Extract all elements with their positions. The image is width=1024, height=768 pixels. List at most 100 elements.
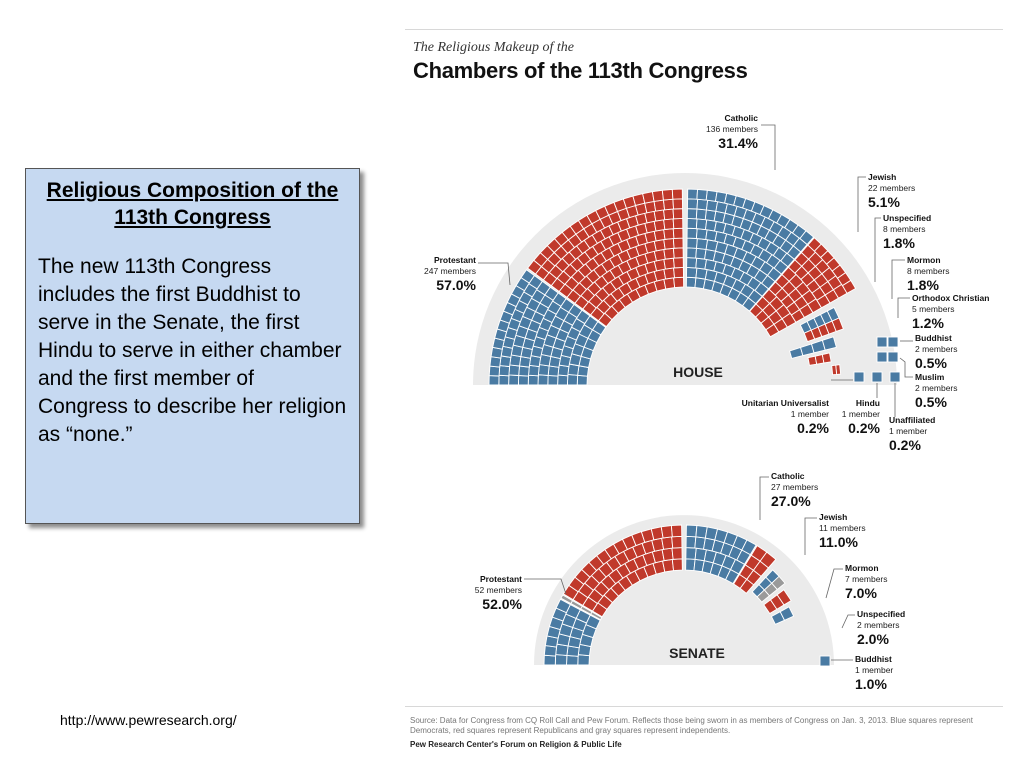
house-unspecified-leader <box>874 217 881 282</box>
house-buddhist-percent: 0.5% <box>915 355 947 371</box>
seat-cell <box>527 374 539 386</box>
house-jewish-count: 22 members <box>868 183 915 193</box>
senate-jewish-block <box>751 569 786 603</box>
house-protestant-leader <box>478 262 511 286</box>
senate-buddhist-percent: 1.0% <box>855 676 887 692</box>
seat-cell <box>687 198 699 210</box>
chart-title: Chambers of the 113th Congress <box>413 58 748 83</box>
seat-cell <box>554 654 568 666</box>
house-muslim-count: 2 members <box>915 383 958 393</box>
senate-protestant-leader <box>524 578 567 595</box>
senate-catholic-rep-block <box>733 544 777 594</box>
senate-unspecified-count: 2 members <box>857 620 900 630</box>
chart-credit: Pew Research Center's Forum on Religion … <box>410 740 622 749</box>
seat-cell <box>685 547 697 560</box>
seat-cell <box>576 374 588 386</box>
source-url[interactable]: http://www.pewresearch.org/ <box>60 712 237 728</box>
senate-catholic-dem-block <box>685 524 757 585</box>
seat-cell <box>557 374 569 386</box>
seat-cell <box>663 247 675 260</box>
seat-cell <box>673 276 685 289</box>
slide-heading: Religious Composition of the 113th Congr… <box>46 179 339 229</box>
seat-cell <box>663 257 675 270</box>
seat-cell <box>672 217 684 230</box>
seat-cell <box>696 198 709 211</box>
house-buddhist-seat <box>887 336 899 348</box>
house-mormon-name: Mormon <box>907 255 941 265</box>
top-divider <box>405 29 1003 30</box>
house-orthodox-leader <box>897 297 910 318</box>
house-unaffiliated-percent: 0.2% <box>889 437 921 453</box>
house-catholic-name: Catholic <box>724 113 758 123</box>
house-jewish-name: Jewish <box>868 172 896 182</box>
senate-mormon-count: 7 members <box>845 574 888 584</box>
seat-cell <box>841 279 857 294</box>
house-unaffiliated-seat <box>889 371 901 383</box>
senate-label: SENATE <box>669 645 725 661</box>
seat-cell <box>577 654 590 666</box>
house-jewish-percent: 5.1% <box>868 194 900 210</box>
seat-cell <box>695 208 707 221</box>
seat-cell <box>498 365 511 377</box>
house-protestant-percent: 57.0% <box>436 277 476 293</box>
senate-mormon-percent: 7.0% <box>845 585 877 601</box>
seat-cell <box>508 364 520 376</box>
seat-cell <box>779 606 795 621</box>
seat-cell <box>673 266 684 279</box>
chart-subtitle: The Religious Makeup of the <box>413 40 574 55</box>
seat-cell <box>821 352 832 364</box>
senate-protestant-rep-block <box>562 524 683 618</box>
seat-cell <box>653 199 666 212</box>
seat-cell <box>520 269 535 284</box>
seat-cell <box>776 589 792 606</box>
house-protestant-name: Protestant <box>434 255 476 265</box>
seat-cell <box>488 365 501 377</box>
house-catholic-leader <box>761 124 776 170</box>
house-unitarian-seat <box>853 371 865 383</box>
seat-cell <box>560 594 574 605</box>
senate-protestant-percent: 52.0% <box>482 596 522 612</box>
house-muslim-name: Muslim <box>915 372 945 382</box>
house-catholic-percent: 31.4% <box>718 135 758 151</box>
seat-cell <box>671 188 683 200</box>
house-protestant-dem-block <box>488 269 607 386</box>
seat-cell <box>653 219 666 232</box>
seat-cell <box>672 198 683 210</box>
seat-cell <box>488 375 500 386</box>
house-hindu-count: 1 member <box>842 409 880 419</box>
senate-catholic-leader <box>759 476 769 520</box>
senate-jewish-leader <box>804 517 817 555</box>
house-buddhist-count: 2 members <box>915 344 958 354</box>
house-orthodox-count: 5 members <box>912 304 955 314</box>
senate-protestant-dem-block <box>543 598 601 666</box>
seat-cell <box>695 218 708 231</box>
senate-unspecified-percent: 2.0% <box>857 631 889 647</box>
seat-cell <box>686 266 698 279</box>
seat-cell <box>663 277 676 290</box>
house-mormon-block <box>807 352 832 366</box>
senate-protestant-ind-block <box>560 594 603 621</box>
house-label: HOUSE <box>673 364 723 380</box>
house-buddhist-name: Buddhist <box>915 333 952 343</box>
seat-cell <box>671 558 683 572</box>
house-orthodox-name: Orthodox Christian <box>912 293 989 303</box>
senate-catholic-count: 27 members <box>771 482 818 492</box>
seat-cell <box>662 198 675 211</box>
seat-cell <box>566 654 579 666</box>
seat-cell <box>686 227 698 239</box>
seat-cell <box>741 539 757 556</box>
house-jewish-leader <box>857 176 866 232</box>
seat-cell <box>537 364 550 376</box>
chart-source: Source: Data for Congress from CQ Roll C… <box>410 716 973 735</box>
seat-cell <box>663 208 675 221</box>
seat-cell <box>661 188 674 201</box>
senate-mormon-name: Mormon <box>845 563 879 573</box>
seat-cell <box>555 598 571 614</box>
house-hindu-percent: 0.2% <box>848 420 880 436</box>
